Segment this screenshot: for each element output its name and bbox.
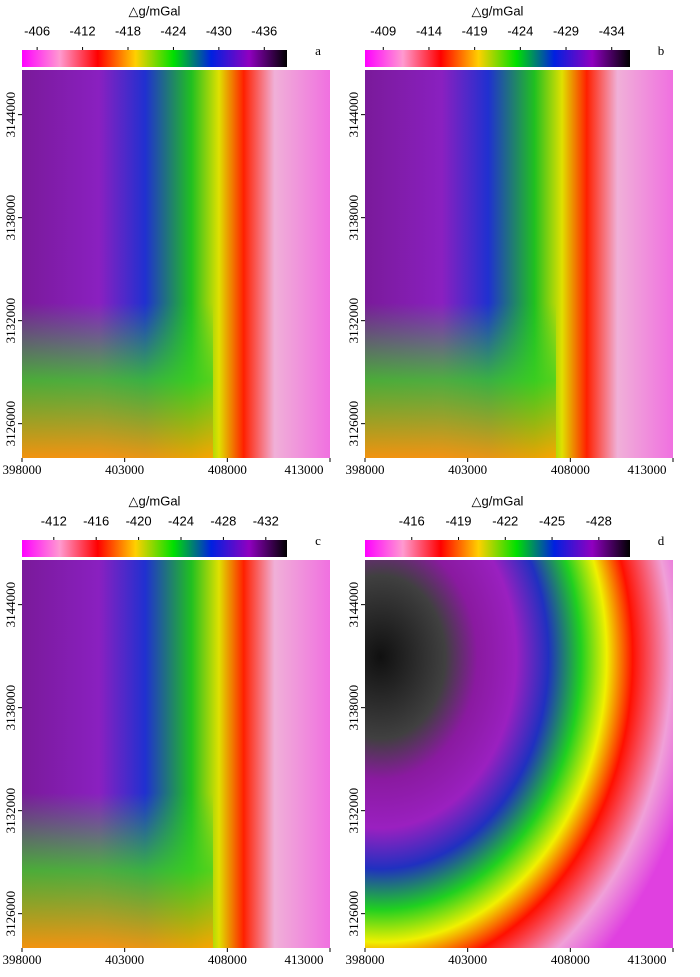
x-tick-label: 398000 bbox=[346, 462, 385, 477]
y-tick-label: 3132000 bbox=[346, 298, 361, 344]
colorbar-tick-label: -436 bbox=[251, 23, 277, 38]
colorbar-tick-label: -424 bbox=[160, 23, 186, 38]
colorbar bbox=[365, 50, 630, 67]
colorbar-tick-label: -432 bbox=[253, 513, 279, 528]
y-tick-label: 3144000 bbox=[3, 92, 18, 138]
colorbar-title: △g/mGal bbox=[129, 493, 181, 508]
colorbar bbox=[22, 540, 287, 557]
y-tick-label: 3138000 bbox=[346, 195, 361, 241]
colorbar-tick-label: -428 bbox=[586, 513, 612, 528]
y-tick-label: 3126000 bbox=[346, 891, 361, 937]
x-tick-label: 413000 bbox=[285, 952, 324, 967]
x-tick-label: 408000 bbox=[551, 462, 590, 477]
colorbar-title: △g/mGal bbox=[472, 493, 524, 508]
panel-label: b bbox=[658, 43, 665, 58]
x-tick-label: 398000 bbox=[3, 462, 42, 477]
colorbar-tick-label: -424 bbox=[507, 23, 533, 38]
colorbar-tick-label: -434 bbox=[599, 23, 625, 38]
colorbar-tick-label: -429 bbox=[553, 23, 579, 38]
colorbar-tick-label: -418 bbox=[115, 23, 141, 38]
colorbar-tick-label: -416 bbox=[83, 513, 109, 528]
y-tick-label: 3132000 bbox=[3, 788, 18, 834]
x-tick-label: 398000 bbox=[346, 952, 385, 967]
x-tick-label: 408000 bbox=[208, 462, 247, 477]
x-tick-label: 398000 bbox=[3, 952, 42, 967]
panel: △g/mGal -409 -414 -419 -424 -429 -434 b 398000 40… bbox=[346, 3, 674, 477]
colorbar-tick-label: -419 bbox=[462, 23, 488, 38]
y-tick-label: 3144000 bbox=[3, 582, 18, 628]
x-tick-label: 403000 bbox=[105, 462, 144, 477]
y-tick-label: 3138000 bbox=[3, 195, 18, 241]
colorbar-title: △g/mGal bbox=[129, 3, 181, 18]
x-tick-label: 413000 bbox=[628, 952, 667, 967]
colorbar-tick-label: -428 bbox=[210, 513, 236, 528]
y-tick-label: 3126000 bbox=[346, 401, 361, 447]
colorbar-tick-label: -425 bbox=[539, 513, 565, 528]
panel-label: c bbox=[315, 533, 321, 548]
x-tick-label: 403000 bbox=[105, 952, 144, 967]
colorbar-tick-label: -420 bbox=[126, 513, 152, 528]
colorbar-tick-label: -424 bbox=[168, 513, 194, 528]
y-tick-label: 3138000 bbox=[346, 685, 361, 731]
colorbar bbox=[365, 540, 630, 557]
colorbar-tick-label: -416 bbox=[399, 513, 425, 528]
panel-label: a bbox=[315, 43, 321, 58]
colorbar bbox=[22, 50, 287, 67]
colorbar-tick-label: -430 bbox=[206, 23, 232, 38]
colorbar-tick-label: -412 bbox=[70, 23, 96, 38]
heatmap-shade bbox=[22, 560, 213, 948]
colorbar-title: △g/mGal bbox=[472, 3, 524, 18]
panel: △g/mGal -406 -412 -418 -424 -430 -436 a 398000 40… bbox=[3, 3, 331, 477]
y-tick-label: 3132000 bbox=[3, 298, 18, 344]
colorbar-tick-label: -409 bbox=[370, 23, 396, 38]
colorbar-tick-label: -419 bbox=[446, 513, 472, 528]
panel-label: d bbox=[658, 533, 665, 548]
y-tick-label: 3126000 bbox=[3, 891, 18, 937]
y-tick-label: 3126000 bbox=[3, 401, 18, 447]
colorbar-tick-label: -412 bbox=[41, 513, 67, 528]
colorbar-tick-label: -414 bbox=[416, 23, 442, 38]
heatmap-shade bbox=[365, 70, 556, 458]
y-tick-label: 3144000 bbox=[346, 92, 361, 138]
x-tick-label: 403000 bbox=[448, 462, 487, 477]
colorbar-tick-label: -422 bbox=[492, 513, 518, 528]
x-tick-label: 403000 bbox=[448, 952, 487, 967]
panel: △g/mGal -416 -419 -422 -425 -428 d 398000 403000… bbox=[346, 493, 674, 967]
x-tick-label: 408000 bbox=[551, 952, 590, 967]
colorbar-tick-label: -406 bbox=[24, 23, 50, 38]
panel: △g/mGal -412 -416 -420 -424 -428 -432 c 398000 40… bbox=[3, 493, 331, 967]
x-tick-label: 408000 bbox=[208, 952, 247, 967]
x-tick-label: 413000 bbox=[285, 462, 324, 477]
heatmap-shade bbox=[22, 70, 213, 458]
y-tick-label: 3132000 bbox=[346, 788, 361, 834]
y-tick-label: 3144000 bbox=[346, 582, 361, 628]
x-tick-label: 413000 bbox=[628, 462, 667, 477]
heatmap-image bbox=[365, 560, 673, 948]
y-tick-label: 3138000 bbox=[3, 685, 18, 731]
